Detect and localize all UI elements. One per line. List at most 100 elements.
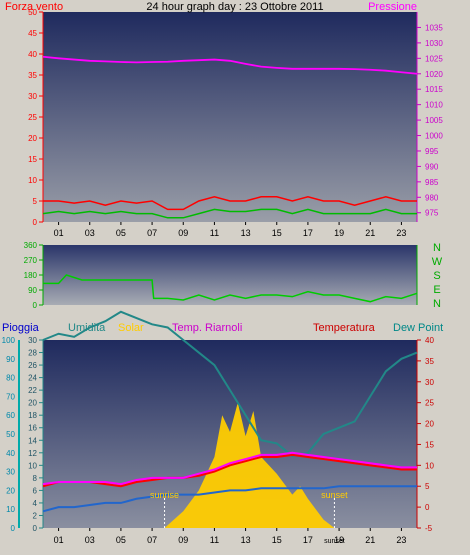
pressure-axis-tick-label: 1035 bbox=[425, 23, 443, 32]
pressure-axis-tick-label: 1005 bbox=[425, 116, 443, 125]
compass-label: E bbox=[433, 284, 440, 296]
temp-axis-tick-label: 10 bbox=[425, 461, 434, 470]
compass-label: S bbox=[433, 270, 440, 282]
wind-axis-title: Forza vento bbox=[5, 1, 63, 13]
pressure-axis-tick-label: 1010 bbox=[425, 101, 443, 110]
direction-series bbox=[43, 274, 418, 303]
pressure-axis-tick-label: 1015 bbox=[425, 85, 443, 94]
temp-hour-tick-label: 21 bbox=[365, 535, 375, 545]
panel-header: Pioggia bbox=[2, 322, 40, 334]
humidity-axis-tick-label: 0 bbox=[33, 524, 38, 533]
pressure-axis-tick-label: 995 bbox=[425, 147, 439, 156]
temp-hour-tick-label: 05 bbox=[116, 535, 126, 545]
rain-axis-tick-label: 80 bbox=[6, 374, 15, 383]
wind-panel-bg bbox=[43, 12, 417, 222]
rain-axis-tick-label: 20 bbox=[6, 486, 15, 495]
humidity-axis-tick-label: 26 bbox=[28, 361, 37, 370]
wind-hour-tick-label: 17 bbox=[303, 228, 313, 238]
wind-hour-tick-label: 13 bbox=[241, 228, 251, 238]
humidity-axis-tick-label: 12 bbox=[28, 449, 37, 458]
humidity-axis-tick-label: 4 bbox=[33, 499, 38, 508]
wind-axis-tick-label: 0 bbox=[33, 218, 38, 227]
wind-axis-tick-label: 10 bbox=[28, 176, 37, 185]
humidity-axis-tick-label: 20 bbox=[28, 399, 37, 408]
humidity-axis-tick-label: 30 bbox=[28, 336, 37, 345]
wind-hour-tick-label: 03 bbox=[85, 228, 95, 238]
humidity-axis-tick-label: 2 bbox=[33, 511, 38, 520]
wind-hour-tick-label: 19 bbox=[334, 228, 344, 238]
rain-axis-tick-label: 60 bbox=[6, 411, 15, 420]
rain-axis-tick-label: 40 bbox=[6, 449, 15, 458]
gust-series bbox=[43, 196, 417, 211]
temp-hour-tick-label: 11 bbox=[210, 535, 219, 545]
temp-hour-tick-label: 17 bbox=[303, 535, 313, 545]
temp-hour-tick-label: 15 bbox=[272, 535, 282, 545]
pressure-axis-tick-label: 1020 bbox=[425, 70, 443, 79]
wind-hour-tick-label: 05 bbox=[116, 228, 126, 238]
humidity-axis-tick-label: 6 bbox=[33, 486, 38, 495]
chart-title: 24 hour graph day : 23 Ottobre 2011 bbox=[146, 1, 323, 13]
pressure-axis-tick-label: 985 bbox=[425, 178, 439, 187]
direction-panel-bg bbox=[43, 245, 417, 305]
panel-header: Temperatura bbox=[313, 322, 376, 334]
wind-hour-tick-label: 11 bbox=[210, 228, 219, 238]
compass-label: N bbox=[433, 298, 441, 310]
humidity-axis-tick-label: 22 bbox=[28, 386, 37, 395]
temp-axis-tick-label: 15 bbox=[425, 440, 434, 449]
wind-axis-tick-label: 40 bbox=[28, 50, 37, 59]
wind-axis-tick-label: 50 bbox=[28, 8, 37, 17]
wind-hour-tick-label: 09 bbox=[178, 228, 188, 238]
rain-axis-tick-label: 70 bbox=[6, 392, 15, 401]
humidity-axis-tick-label: 10 bbox=[28, 461, 37, 470]
wind-axis-tick-label: 45 bbox=[28, 29, 37, 38]
compass-label: N bbox=[433, 242, 441, 254]
pressure-axis-title: Pressione bbox=[368, 1, 417, 13]
pressure-axis-tick-label: 1000 bbox=[425, 132, 443, 141]
pressure-series bbox=[42, 55, 418, 75]
compass-label: W bbox=[432, 256, 443, 268]
temp-hour-tick-label: 07 bbox=[147, 535, 157, 545]
humidity-axis-tick-label: 8 bbox=[33, 474, 38, 483]
temp-axis-tick-label: 0 bbox=[425, 503, 430, 512]
humidity-axis-tick-label: 18 bbox=[28, 411, 37, 420]
wind-hour-tick-label: 23 bbox=[396, 228, 406, 238]
humidity-series bbox=[42, 310, 418, 458]
sunset-bottom-label: sunset bbox=[324, 538, 345, 545]
solar-series bbox=[164, 402, 335, 528]
rain-axis-tick-label: 90 bbox=[6, 355, 15, 364]
temperature-series bbox=[42, 451, 417, 486]
sun-annotation: sunrise bbox=[150, 490, 179, 500]
pressure-axis-tick-label: 980 bbox=[425, 193, 439, 202]
temp-axis-tick-label: 35 bbox=[425, 357, 434, 366]
wind-hour-tick-label: 15 bbox=[272, 228, 282, 238]
wind-axis-tick-label: 15 bbox=[28, 155, 37, 164]
wind-hour-tick-label: 07 bbox=[147, 228, 157, 238]
temp-axis-tick-label: 20 bbox=[425, 420, 434, 429]
temp-hour-tick-label: 19 bbox=[334, 535, 344, 545]
temp-hour-tick-label: 13 bbox=[241, 535, 251, 545]
direction-axis-tick-label: 360 bbox=[24, 241, 38, 250]
humidity-axis-tick-label: 28 bbox=[28, 349, 37, 358]
avg-wind-series bbox=[42, 208, 417, 219]
rain-axis-tick-label: 0 bbox=[11, 524, 16, 533]
temp-axis-tick-label: 30 bbox=[425, 378, 434, 387]
direction-axis-tick-label: 270 bbox=[24, 256, 38, 265]
temp-hour-tick-label: 23 bbox=[396, 535, 406, 545]
wind-axis-tick-label: 25 bbox=[28, 113, 37, 122]
rain-axis-tick-label: 10 bbox=[6, 505, 15, 514]
pressure-axis-tick-label: 990 bbox=[425, 162, 439, 171]
humidity-axis-tick-label: 16 bbox=[28, 424, 37, 433]
wind-hour-tick-label: 21 bbox=[365, 228, 375, 238]
wind-axis-tick-label: 35 bbox=[28, 71, 37, 80]
temp-hour-tick-label: 09 bbox=[178, 535, 188, 545]
pressure-axis-tick-label: 1025 bbox=[425, 54, 443, 63]
wind-hour-tick-label: 01 bbox=[54, 228, 64, 238]
panel-header: Dew Point bbox=[393, 322, 443, 334]
wind-axis-tick-label: 20 bbox=[28, 134, 37, 143]
temp-axis-tick-label: 40 bbox=[425, 336, 434, 345]
rain-axis-tick-label: 50 bbox=[6, 430, 15, 439]
temp-axis-tick-label: 5 bbox=[425, 482, 430, 491]
direction-axis-tick-label: 90 bbox=[28, 286, 37, 295]
